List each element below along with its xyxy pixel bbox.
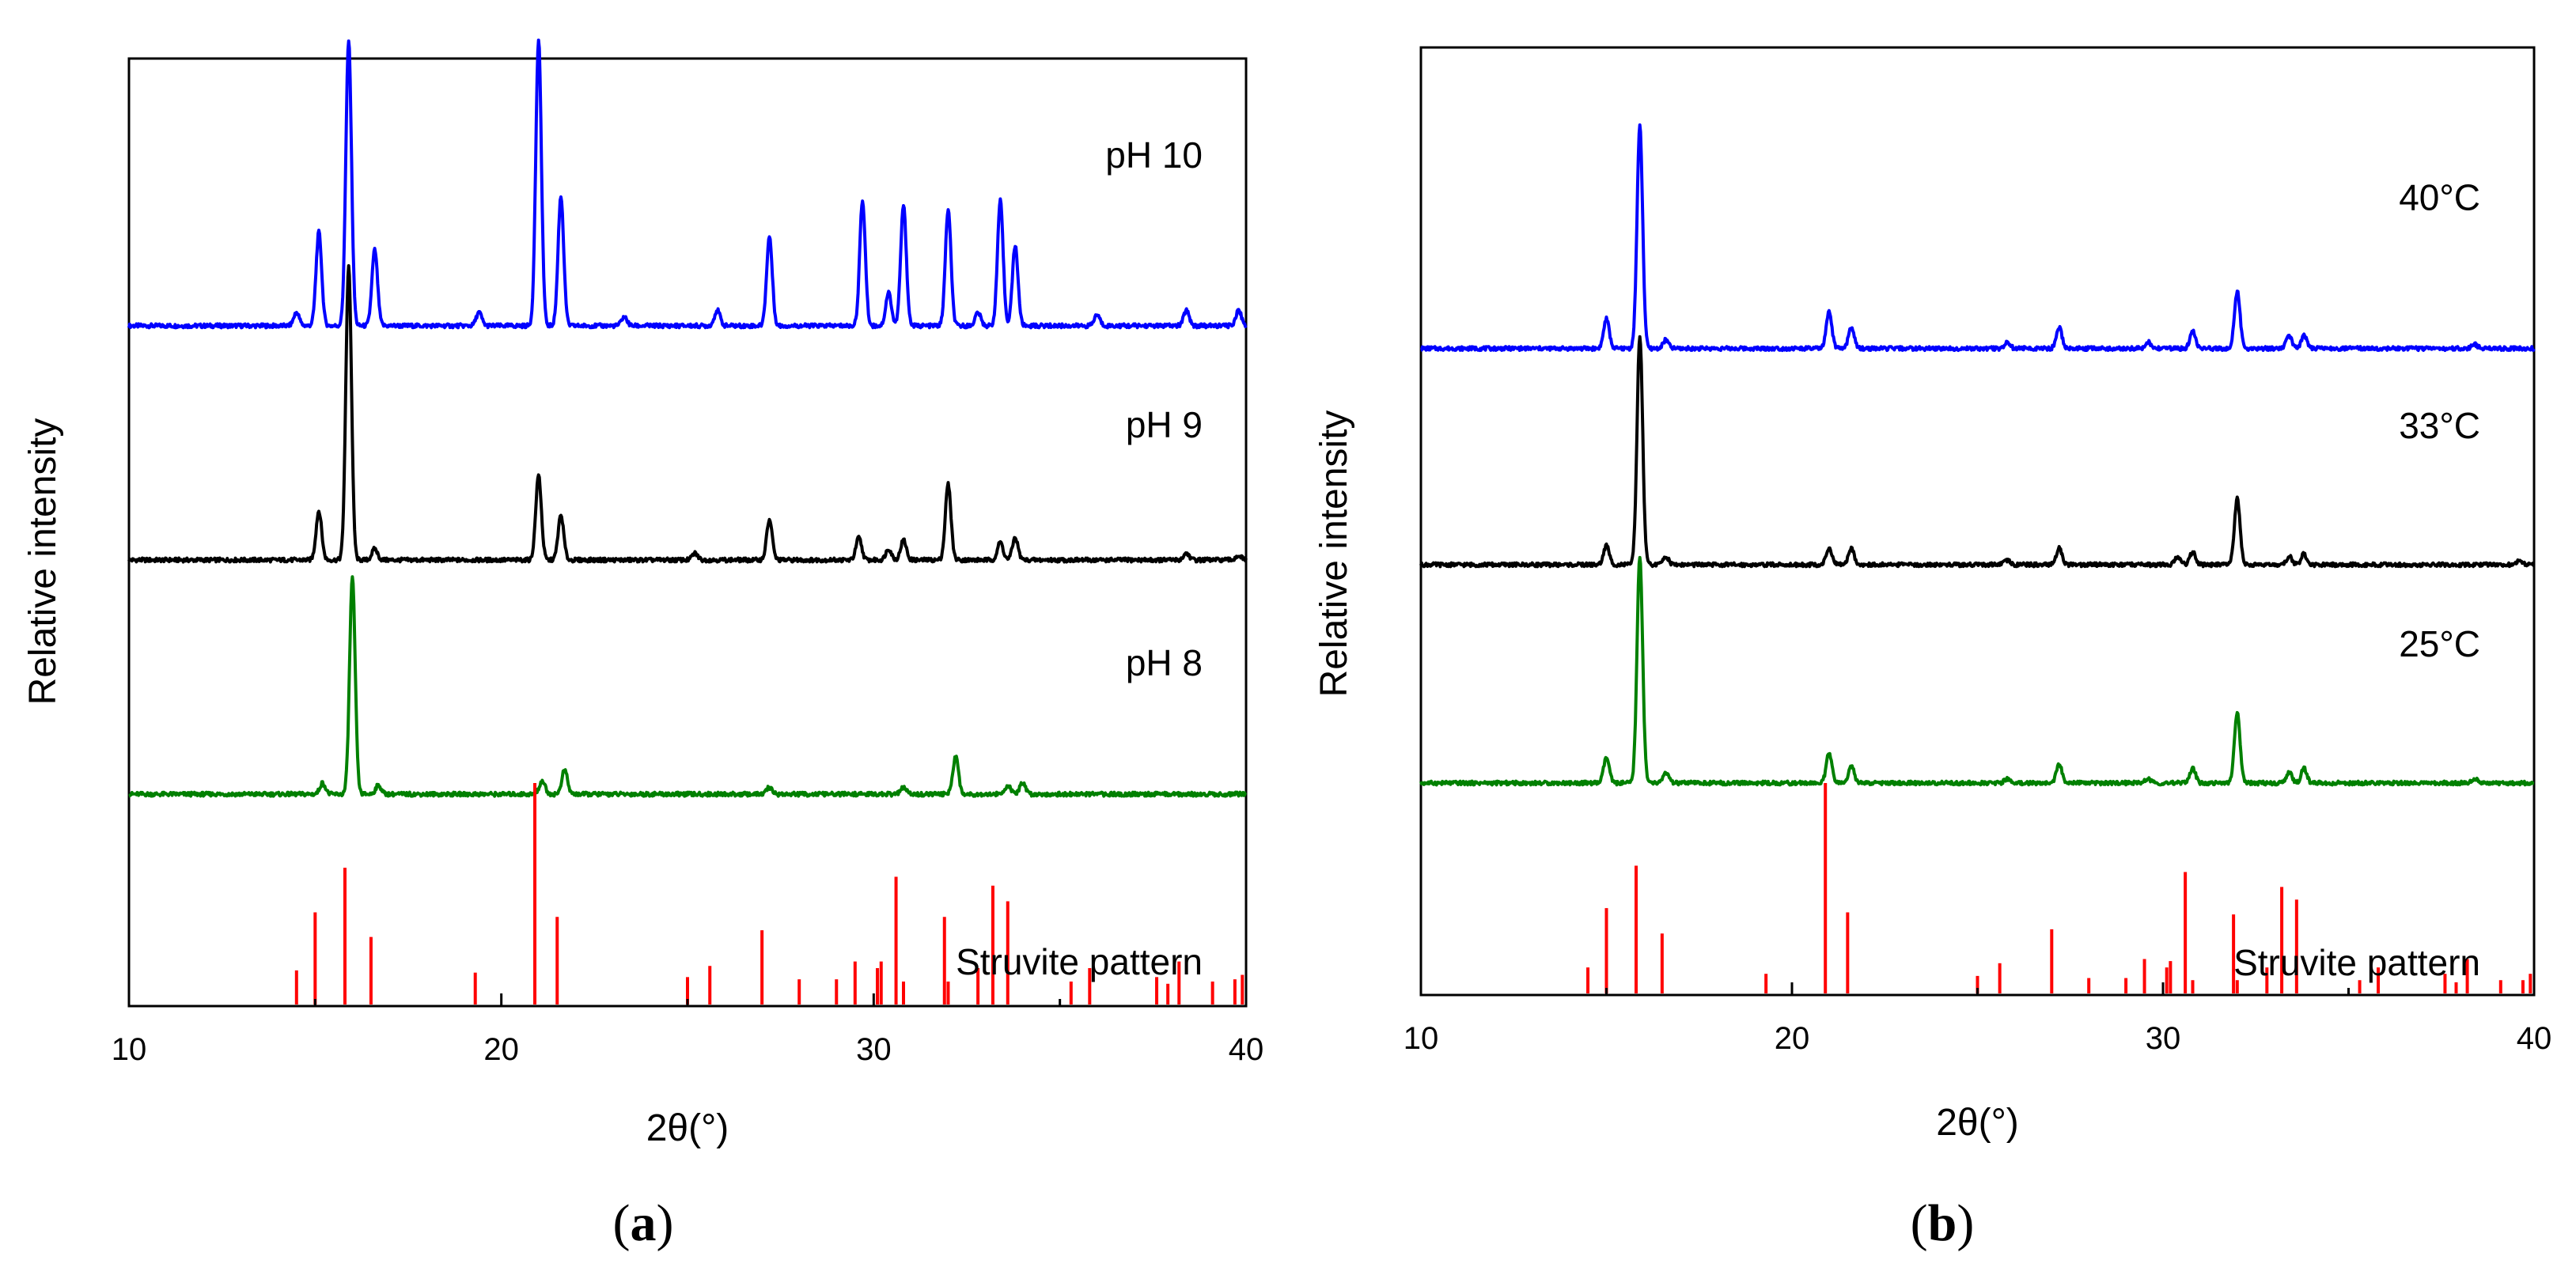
series-line: [127, 264, 1248, 564]
series-label: Struvite pattern: [956, 941, 1203, 982]
x-tick-label: 20: [1775, 1021, 1810, 1056]
series-label: pH 9: [1126, 404, 1203, 445]
x-axis: 10 20 30 40: [112, 993, 1264, 1067]
x-axis-label: 2θ(°): [1936, 1102, 2019, 1144]
panel-b-chart: 40°C 33°C 25°C Struvite pattern 10 20 30 40 Re…: [1313, 46, 2552, 1252]
x-tick-label: 30: [856, 1032, 892, 1067]
plot-frame: [1419, 46, 2536, 997]
series-label: pH 10: [1105, 134, 1203, 176]
series-line: [1419, 555, 2536, 787]
x-tick-label: 40: [1229, 1032, 1264, 1067]
series-line: [1419, 335, 2536, 569]
plot-frame: [127, 57, 1248, 1008]
x-axis-label: 2θ(°): [646, 1107, 729, 1149]
panel-label: (a): [613, 1194, 674, 1252]
series-line: [127, 575, 1248, 798]
x-tick-label: 10: [112, 1032, 147, 1067]
x-tick-label: 10: [1404, 1021, 1439, 1056]
series-group: pH 10 pH 9 pH 8 Struvite pattern: [127, 38, 1248, 1004]
series-label: Struvite pattern: [2233, 942, 2480, 983]
series-line: [1419, 123, 2536, 352]
panel-label: (b): [1911, 1194, 1975, 1252]
series-label: 25°C: [2399, 623, 2480, 664]
series-label: 33°C: [2399, 405, 2480, 446]
x-tick-label: 40: [2517, 1021, 2552, 1056]
x-axis: 10 20 30 40: [1404, 982, 2552, 1056]
series-group: 40°C 33°C 25°C Struvite pattern: [1419, 123, 2536, 993]
series-label: pH 8: [1126, 642, 1203, 683]
panel-letter: a: [631, 1194, 657, 1252]
series-line: [127, 38, 1248, 330]
y-axis-label: Relative intensity: [1313, 410, 1355, 698]
panel-a-chart: pH 10 pH 9 pH 8 Struvite pattern 10 20 30 40 R…: [22, 38, 1264, 1252]
panel-letter: b: [1928, 1194, 1957, 1252]
x-tick-label: 30: [2146, 1021, 2181, 1056]
x-tick-label: 20: [483, 1032, 519, 1067]
y-axis-label: Relative intensity: [22, 418, 64, 706]
series-label: 40°C: [2399, 177, 2480, 218]
